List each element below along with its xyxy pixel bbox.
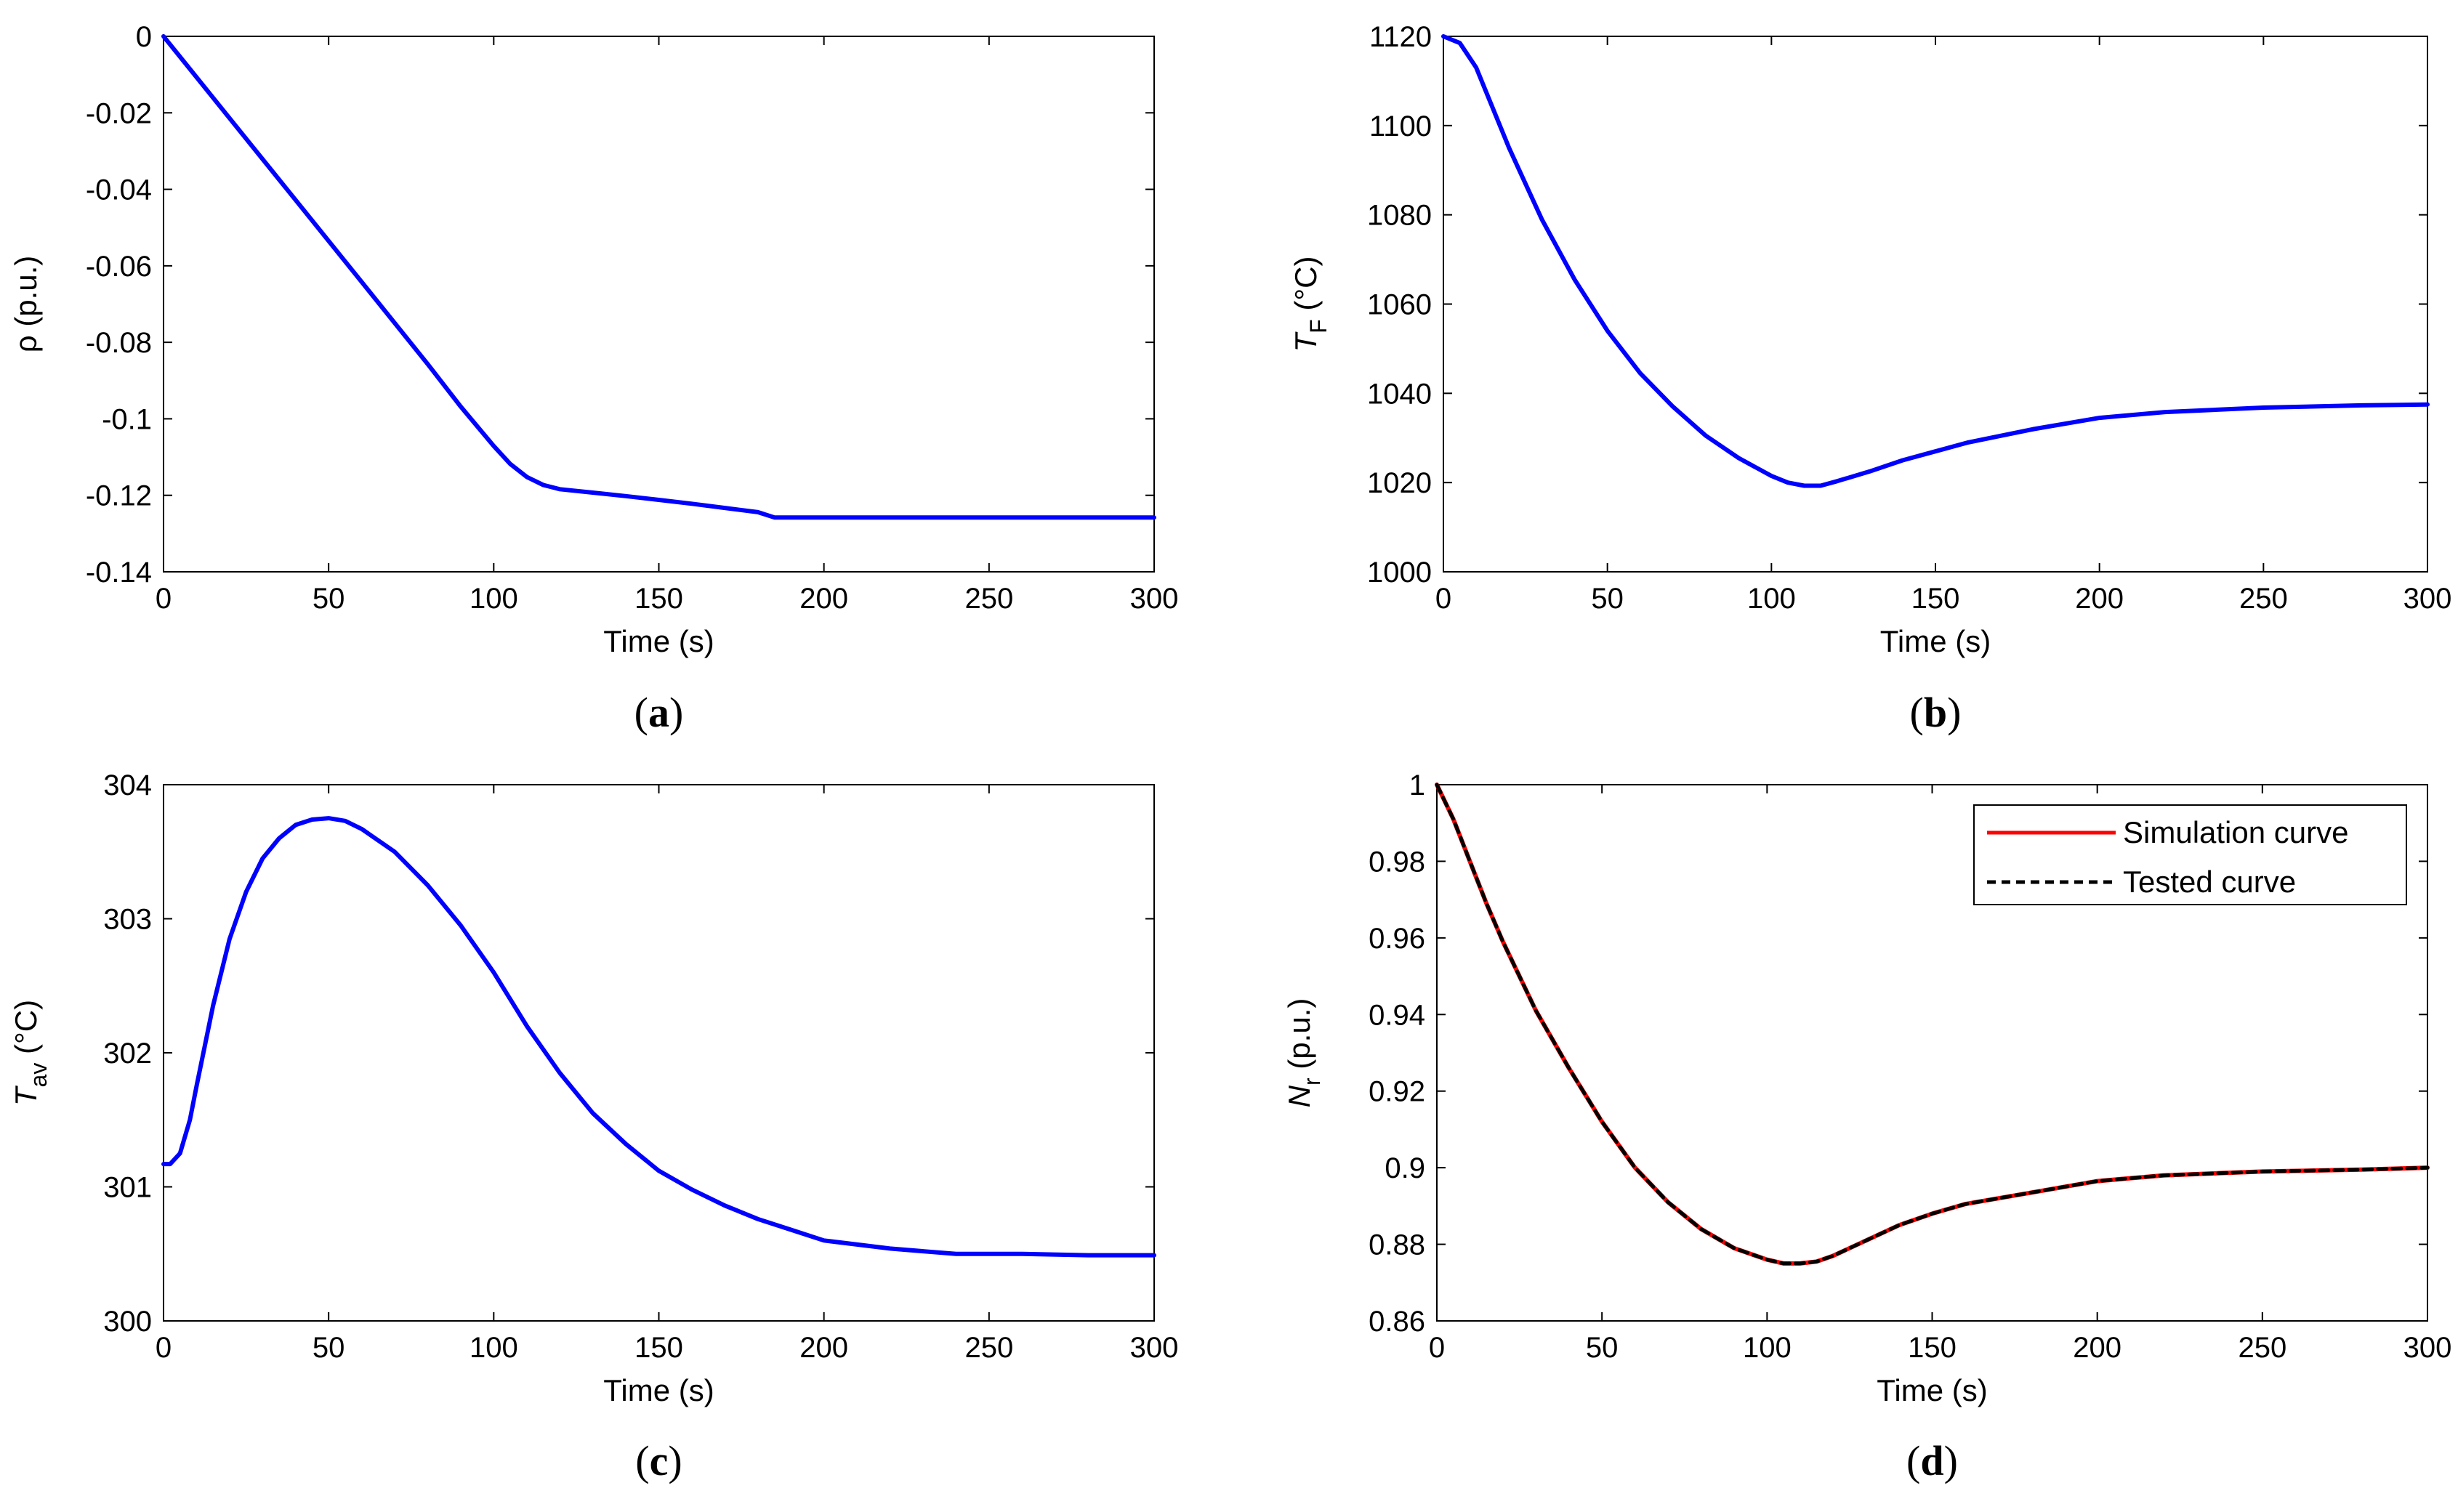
plot-area-frame bbox=[1443, 36, 2428, 573]
x-axis-label: Time (s) bbox=[1880, 624, 1991, 658]
y-axis-label: TF (°C) bbox=[1289, 256, 1331, 352]
plot-area-frame bbox=[163, 36, 1155, 573]
x-tick-label: 150 bbox=[634, 583, 683, 615]
x-tick-label: 300 bbox=[2403, 583, 2452, 615]
x-axis-label: Time (s) bbox=[603, 1373, 714, 1407]
x-tick-label: 200 bbox=[799, 583, 848, 615]
x-tick-label: 250 bbox=[964, 1332, 1013, 1364]
x-tick-label: 0 bbox=[1435, 583, 1451, 615]
y-tick-label: 0.94 bbox=[1369, 999, 1425, 1031]
y-tick-label: 1100 bbox=[1369, 110, 1432, 142]
y-axis-label-unit: (°C) bbox=[9, 1000, 43, 1063]
x-tick-label: 150 bbox=[634, 1332, 683, 1364]
panel-caption: (d) bbox=[1906, 1437, 1958, 1484]
y-tick-label: 0.9 bbox=[1385, 1152, 1425, 1184]
y-tick-label: 303 bbox=[103, 904, 152, 936]
x-tick-label: 300 bbox=[1130, 1332, 1179, 1364]
x-tick-label: 100 bbox=[1743, 1332, 1792, 1364]
y-axis-label-sub: r bbox=[1299, 1078, 1325, 1086]
x-tick-label: 50 bbox=[1586, 1332, 1619, 1364]
series-line-tested-curve bbox=[1435, 783, 2430, 1266]
x-axis-label: Time (s) bbox=[1877, 1373, 1987, 1407]
y-tick-label: -0.1 bbox=[102, 403, 152, 435]
x-tick-label: 0 bbox=[1429, 1332, 1445, 1364]
legend: Simulation curve Tested curve bbox=[1973, 804, 2407, 905]
x-tick-label: 50 bbox=[1591, 583, 1624, 615]
y-axis-label: Nr (p.u.) bbox=[1282, 998, 1325, 1108]
y-tick-label: 1060 bbox=[1367, 289, 1432, 321]
x-tick-label: 100 bbox=[470, 1332, 518, 1364]
y-axis-label-unit: (°C) bbox=[1289, 256, 1323, 320]
chart-panel-b: 0 50 100 150 200 250 300 1120 1100 1080 1060 1040 10… bbox=[1289, 21, 2451, 736]
y-axis-label-sub: F bbox=[1305, 319, 1331, 333]
series-line-- bbox=[161, 34, 1156, 520]
x-tick-label: 0 bbox=[156, 1332, 172, 1364]
y-axis-label-main: T bbox=[1289, 331, 1323, 352]
y-tick-label: -0.14 bbox=[86, 557, 152, 589]
y-tick-label: -0.04 bbox=[86, 174, 152, 206]
x-tick-label: 250 bbox=[2238, 1332, 2286, 1364]
legend-box bbox=[1973, 804, 2407, 905]
y-tick-label: -0.12 bbox=[86, 480, 152, 512]
series-line-tf bbox=[1441, 34, 2430, 488]
x-tick-label: 0 bbox=[156, 583, 172, 615]
y-tick-label: 1020 bbox=[1367, 467, 1432, 499]
y-tick-label: 0 bbox=[136, 21, 152, 53]
y-tick-label: 0.98 bbox=[1369, 846, 1425, 878]
y-axis-label: ρ (p.u.) bbox=[9, 256, 43, 353]
y-tick-label: -0.02 bbox=[86, 97, 152, 129]
x-tick-label: 300 bbox=[2403, 1332, 2452, 1364]
y-axis-label-main: N bbox=[1282, 1085, 1316, 1107]
y-tick-label: 300 bbox=[103, 1306, 152, 1338]
y-axis-label-sub: av bbox=[25, 1063, 52, 1088]
chart-panel-a: 0 50 100 150 200 250 300 0 -0.02 -0.04 -0.06 -0.08 -… bbox=[9, 21, 1178, 736]
x-tick-label: 150 bbox=[1908, 1332, 1957, 1364]
y-axis-label-main: T bbox=[9, 1085, 43, 1106]
panel-caption: (c) bbox=[635, 1437, 682, 1484]
x-tick-label: 150 bbox=[1911, 583, 1960, 615]
y-tick-label: 302 bbox=[103, 1038, 152, 1070]
chart-panel-c: 0 50 100 150 200 250 300 304 303 302 301 300 Time (s… bbox=[9, 769, 1178, 1484]
series-line-tav bbox=[161, 816, 1156, 1258]
plot-area-frame bbox=[163, 784, 1155, 1322]
y-tick-label: 1040 bbox=[1367, 378, 1432, 410]
x-tick-label: 100 bbox=[1747, 583, 1796, 615]
x-axis-label: Time (s) bbox=[603, 624, 714, 658]
y-tick-label: 301 bbox=[103, 1172, 152, 1204]
y-tick-label: 0.92 bbox=[1369, 1076, 1425, 1108]
x-tick-label: 200 bbox=[2075, 583, 2124, 615]
panel-caption: (a) bbox=[634, 689, 684, 736]
y-tick-label: 0.88 bbox=[1369, 1229, 1425, 1261]
chart-panel-d: 0 50 100 150 200 250 300 1 0.98 0.96 0.94 0.92 0.9 0.… bbox=[1282, 769, 2451, 1484]
legend-label: Tested curve bbox=[2123, 865, 2296, 899]
x-tick-label: 300 bbox=[1130, 583, 1179, 615]
legend-label: Simulation curve bbox=[2123, 815, 2348, 849]
x-tick-label: 250 bbox=[2239, 583, 2288, 615]
y-tick-label: 1000 bbox=[1367, 557, 1432, 589]
y-tick-label: 304 bbox=[103, 769, 152, 801]
x-tick-label: 50 bbox=[313, 583, 345, 615]
y-axis-label-unit: (p.u.) bbox=[1282, 998, 1316, 1078]
y-axis-label: Tav (°C) bbox=[9, 1000, 52, 1106]
y-tick-label: 0.86 bbox=[1369, 1306, 1425, 1338]
y-tick-label: 1080 bbox=[1367, 200, 1432, 232]
y-tick-label: 1120 bbox=[1369, 21, 1432, 53]
x-tick-label: 100 bbox=[470, 583, 518, 615]
panel-caption: (b) bbox=[1910, 689, 1962, 736]
x-tick-label: 200 bbox=[2073, 1332, 2121, 1364]
y-tick-label: 0.96 bbox=[1369, 923, 1425, 955]
y-tick-label: -0.08 bbox=[86, 327, 152, 359]
x-tick-label: 50 bbox=[313, 1332, 345, 1364]
y-tick-label: -0.06 bbox=[86, 251, 152, 283]
y-tick-label: 1 bbox=[1409, 769, 1425, 801]
x-tick-label: 200 bbox=[799, 1332, 848, 1364]
x-tick-label: 250 bbox=[964, 583, 1013, 615]
